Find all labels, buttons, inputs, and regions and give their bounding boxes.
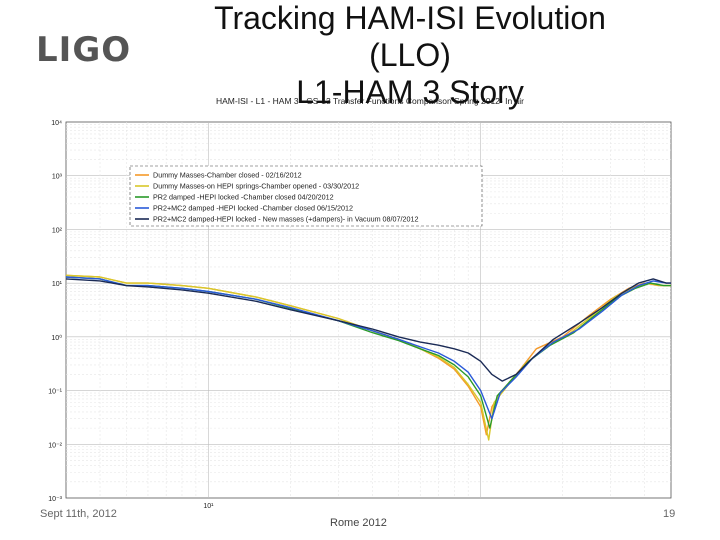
- y-tick-label: 10²: [52, 227, 63, 234]
- slide-title-line-2: (LLO): [369, 37, 451, 73]
- slide-title: Tracking HAM-ISI Evolution (LLO) L1-HAM …: [160, 0, 660, 111]
- tick-labels: 10⁴ 10³ 10² 10¹ 10⁰ 10⁻¹ 10⁻² 10⁻³ 10¹: [48, 120, 214, 510]
- y-tick-label: 10⁴: [51, 120, 62, 127]
- footer-date: Sept 11th, 2012: [40, 508, 117, 520]
- legend-label-3: PR2 damped -HEPI locked -Chamber closed …: [153, 193, 334, 202]
- y-tick-label: 10⁰: [51, 334, 62, 342]
- footer-venue: Rome 2012: [330, 517, 387, 529]
- series-line-5: [65, 278, 671, 382]
- slide-title-line-3: L1-HAM 3 Story: [296, 74, 524, 110]
- legend-label-4: PR2+MC2 damped -HEPI locked -Chamber clo…: [153, 204, 353, 213]
- ligo-logo: LIGO: [36, 30, 132, 70]
- y-tick-label: 10⁻²: [48, 442, 62, 449]
- chart-title: HAM-ISI - L1 - HAM 3 - GS-13 Transfer Fu…: [216, 96, 524, 106]
- x-tick-label: 10¹: [203, 503, 214, 510]
- slide-title-line-1: Tracking HAM-ISI Evolution: [214, 0, 606, 36]
- legend: Dummy Masses-Chamber closed - 02/16/2012…: [129, 165, 483, 227]
- y-tick-label: 10³: [52, 174, 63, 181]
- page-number: 19: [663, 508, 676, 520]
- legend-label-1: Dummy Masses-Chamber closed - 02/16/2012: [153, 171, 302, 180]
- y-tick-label: 10⁻³: [48, 496, 62, 503]
- legend-label-5: PR2+MC2 damped-HEPI locked - New masses …: [153, 215, 419, 224]
- legend-box: [129, 165, 483, 227]
- series-group: [65, 274, 671, 441]
- y-tick-label: 10⁻¹: [48, 389, 62, 396]
- legend-label-2: Dummy Masses-on HEPI springs-Chamber ope…: [153, 182, 359, 191]
- y-tick-label: 10¹: [52, 281, 63, 288]
- grid: [66, 122, 671, 498]
- series-line-4: [65, 276, 671, 420]
